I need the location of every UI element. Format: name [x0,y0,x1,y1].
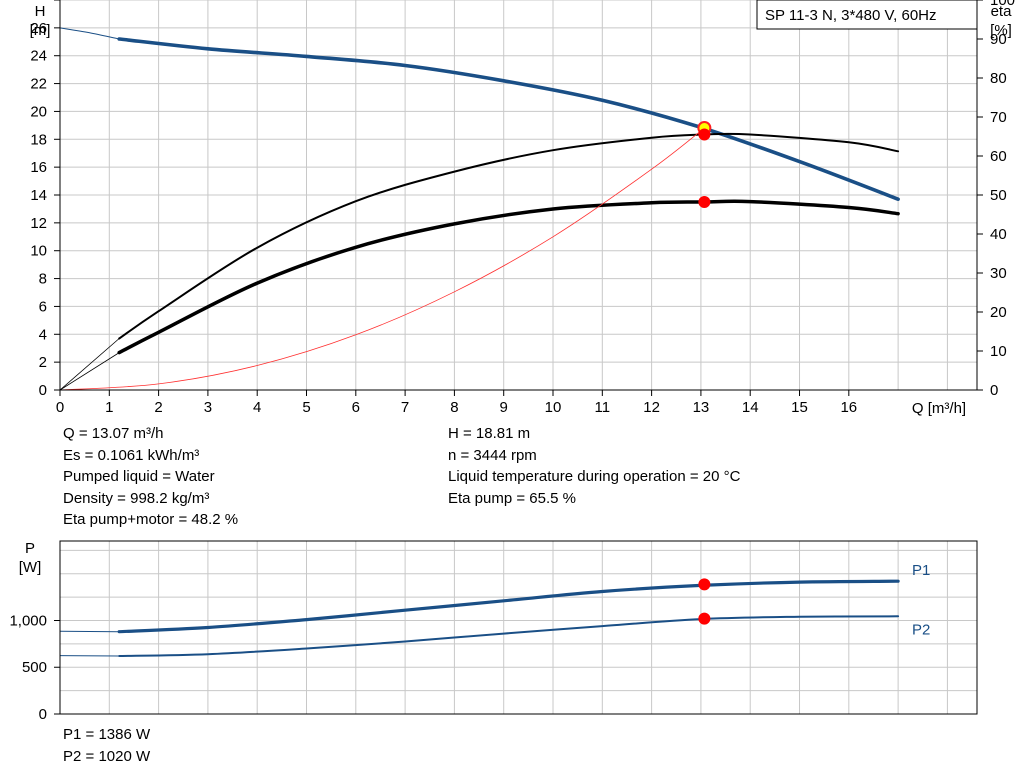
duty-point-eta_total [698,196,711,209]
info-temperature: Liquid temperature during operation = 20… [448,468,741,485]
y-tick-label: 12 [30,215,47,232]
model-label-box: SP 11-3 N, 3*480 V, 60Hz [756,0,978,30]
duty-point-eta_pump [698,128,711,141]
x-tick-label: 14 [742,399,759,416]
y-tick-label: 26 [30,20,47,37]
series-system [59,127,705,391]
chart-axes [54,0,983,715]
x-tick-label: 8 [450,399,458,416]
y-tick-label: 0 [39,382,47,399]
y-right-tick-label: 90 [990,31,1007,48]
info-left: Q = 13.07 m³/h Es = 0.1061 kWh/m³ Pumped… [63,423,238,531]
p-tick-label: 0 [39,706,47,723]
series-eta_total [117,199,900,355]
y-tick-label: 8 [39,271,47,288]
info-liquid: Pumped liquid = Water [63,468,215,485]
duty-point-P1 [698,578,711,591]
x-tick-label: 10 [545,399,562,416]
x-tick-label: 5 [302,399,310,416]
y-right-tick-label: 70 [990,109,1007,126]
y-right-tick-label: 0 [990,382,998,399]
series-eta_pump [118,132,900,340]
series-label-P2: P2 [912,621,930,638]
p-tick-label: 500 [22,659,47,676]
x-tick-label: 16 [840,399,857,416]
y-tick-label: 10 [30,243,47,260]
series-P2 [118,615,900,657]
info-p1: P1 = 1386 W [63,726,151,743]
y-tick-label: 24 [30,48,47,65]
y-right-tick-label: 60 [990,148,1007,165]
x-tick-label: 15 [791,399,808,416]
x-tick-label: 3 [204,399,212,416]
series-eta_pump_ext [59,338,120,391]
p-axis-label: P [25,540,35,557]
x-tick-label: 2 [154,399,162,416]
p-tick-label: 1,000 [9,612,47,629]
y-tick-label: 18 [30,131,47,148]
chart-tick-labels: 0 1 2 3 4 5 6 7 8 9 10 11 12 13 14 15 160246810121416182… [9,0,1015,723]
x-tick-label: 4 [253,399,261,416]
y-axis-label: [m] [30,22,51,39]
series-P1_ext [59,630,120,633]
x-tick-label: 11 [595,399,611,416]
y-tick-label: 20 [30,103,47,120]
y-tick-label: 4 [39,326,47,343]
x-tick-label: 7 [401,399,409,416]
series-P1 [117,579,900,634]
y-right-tick-label: 80 [990,70,1007,87]
y-right-tick-label: 50 [990,187,1007,204]
y-axis-label: H [35,3,46,20]
y-tick-label: 6 [39,298,47,315]
y-right-tick-label: 20 [990,304,1007,321]
x-tick-label: 0 [56,399,64,416]
info-power: P1 = 1386 W P2 = 1020 W [63,724,150,767]
x-tick-label: 6 [352,399,360,416]
model-label: SP 11-3 N, 3*480 V, 60Hz [765,7,937,24]
series-head [117,37,900,201]
chart-series [59,27,900,657]
x-tick-label: 1 [105,399,113,416]
info-eta-pump: Eta pump = 65.5 % [448,489,576,507]
y-right-tick-label: 100 [990,0,1015,9]
p-axis-label: [W] [19,559,42,576]
duty-point-P2 [698,612,711,625]
info-right: H = 18.81 m n = 3444 rpm Liquid temperat… [448,423,740,509]
y-tick-label: 22 [30,76,47,93]
info-flow: Q = 13.07 m³/h [63,425,164,442]
y-tick-label: 2 [39,354,47,371]
duty-points [697,121,712,625]
y-tick-label: 14 [30,187,47,204]
series-eta_total_ext [59,352,120,391]
x-axis-label: Q [m³/h] [912,400,966,417]
info-p2: P2 = 1020 W [63,747,151,765]
info-speed: n = 3444 rpm [448,446,537,464]
info-head: H = 18.81 m [448,425,531,442]
info-energy: Es = 0.1061 kWh/m³ [63,446,200,464]
x-tick-label: 9 [500,399,508,416]
chart-axis-labels: H [m] eta [%] Q [m³/h] P [W] P1 P2 [19,3,1012,638]
y-right-axis-label: [%] [990,22,1012,39]
top-chart-grid [59,0,978,391]
y-right-axis-label: eta [991,3,1013,20]
bottom-chart-frame [59,540,978,715]
y-right-tick-label: 30 [990,265,1007,282]
x-tick-label: 13 [693,399,710,416]
bottom-chart-grid [59,541,978,715]
info-eta-total: Eta pump+motor = 48.2 % [63,511,239,528]
series-head_ext [59,27,120,40]
x-tick-label: 12 [643,399,660,416]
info-density: Density = 998.2 kg/m³ [63,489,210,507]
y-right-tick-label: 10 [990,343,1007,360]
series-label-P1: P1 [912,562,930,579]
y-right-tick-label: 40 [990,226,1007,243]
y-tick-label: 16 [30,159,47,176]
